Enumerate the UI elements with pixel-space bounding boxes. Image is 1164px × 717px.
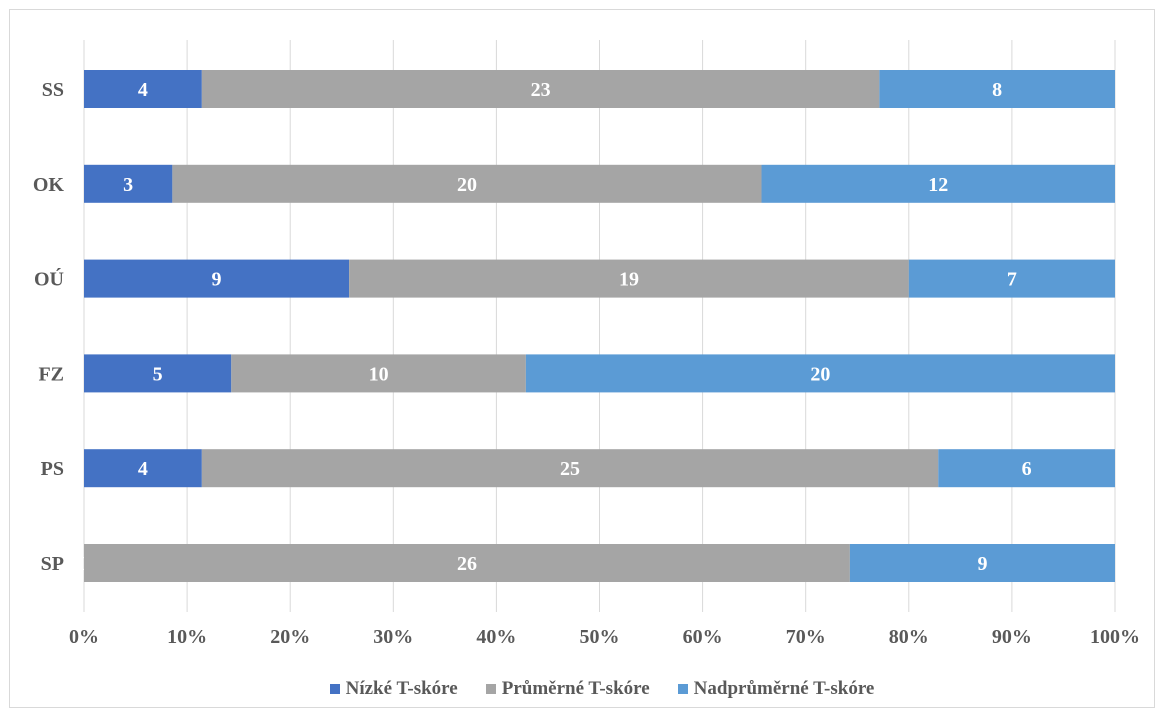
x-tick-label: 30% [373, 626, 413, 648]
x-tick-label: 80% [889, 626, 929, 648]
bar-segment [172, 164, 762, 203]
bar-segment [231, 354, 526, 393]
legend-label-above-average: Nadprůměrné T-skóre [693, 678, 875, 699]
bar-segment [84, 544, 850, 582]
bar-segment [349, 259, 909, 298]
y-category-label: SP [41, 553, 64, 575]
y-category-label: OÚ [34, 267, 64, 291]
x-tick-label: 100% [1090, 626, 1140, 648]
x-tick-label: 90% [992, 626, 1032, 648]
legend-label-low: Nízké T-skóre [345, 678, 458, 699]
chart-legend: Nízké T-skóre Průměrné T-skóre Nadprůměr… [20, 677, 1164, 701]
bar-segment [84, 354, 232, 393]
bar-segment [201, 70, 880, 108]
data-label: 26 [457, 553, 477, 575]
y-category-label: SS [42, 79, 64, 101]
bar-segment [908, 259, 1115, 298]
y-category-label: PS [41, 458, 64, 480]
legend-swatch-above-average [677, 684, 688, 694]
bar-segment [84, 70, 202, 108]
data-label: 5 [153, 363, 163, 385]
data-label: 12 [928, 174, 948, 196]
bar-segment [938, 449, 1115, 488]
data-label: 4 [138, 79, 148, 101]
x-tick-label: 60% [683, 626, 723, 648]
legend-label-average: Průměrné T-skóre [501, 678, 650, 699]
data-label: 10 [369, 363, 389, 385]
bar-segment [84, 259, 350, 298]
bar-segment [761, 164, 1115, 203]
y-category-label: OK [33, 174, 65, 196]
data-label: 7 [1007, 269, 1017, 291]
legend-item-above-average: Nadprůměrné T-skóre [677, 678, 875, 700]
data-label: 3 [123, 174, 133, 196]
legend-swatch-average [485, 684, 496, 694]
data-label: 23 [531, 79, 551, 101]
legend-item-average: Průměrné T-skóre [485, 678, 650, 700]
x-tick-label: 0% [69, 626, 99, 648]
data-label: 9 [212, 269, 222, 291]
bar-segment [84, 449, 202, 488]
x-tick-label: 50% [580, 626, 620, 648]
x-tick-label: 10% [167, 626, 207, 648]
data-label: 20 [810, 363, 830, 385]
data-label: 9 [977, 553, 987, 575]
data-label: 6 [1022, 458, 1032, 480]
y-category-label: FZ [38, 363, 64, 385]
bar-segment [84, 164, 173, 203]
data-label: 20 [457, 174, 477, 196]
x-tick-label: 70% [786, 626, 826, 648]
bar-segment [879, 70, 1115, 108]
data-label: 4 [138, 458, 148, 480]
data-label: 25 [560, 458, 580, 480]
x-tick-label: 40% [476, 626, 516, 648]
bar-segment [525, 354, 1115, 393]
legend-swatch-low [329, 684, 340, 694]
data-label: 8 [992, 79, 1002, 101]
bar-segment [201, 449, 939, 488]
x-tick-label: 20% [270, 626, 310, 648]
data-label: 19 [619, 269, 639, 291]
legend-item-low: Nízké T-skóre [329, 678, 458, 700]
bar-segment [849, 544, 1115, 582]
